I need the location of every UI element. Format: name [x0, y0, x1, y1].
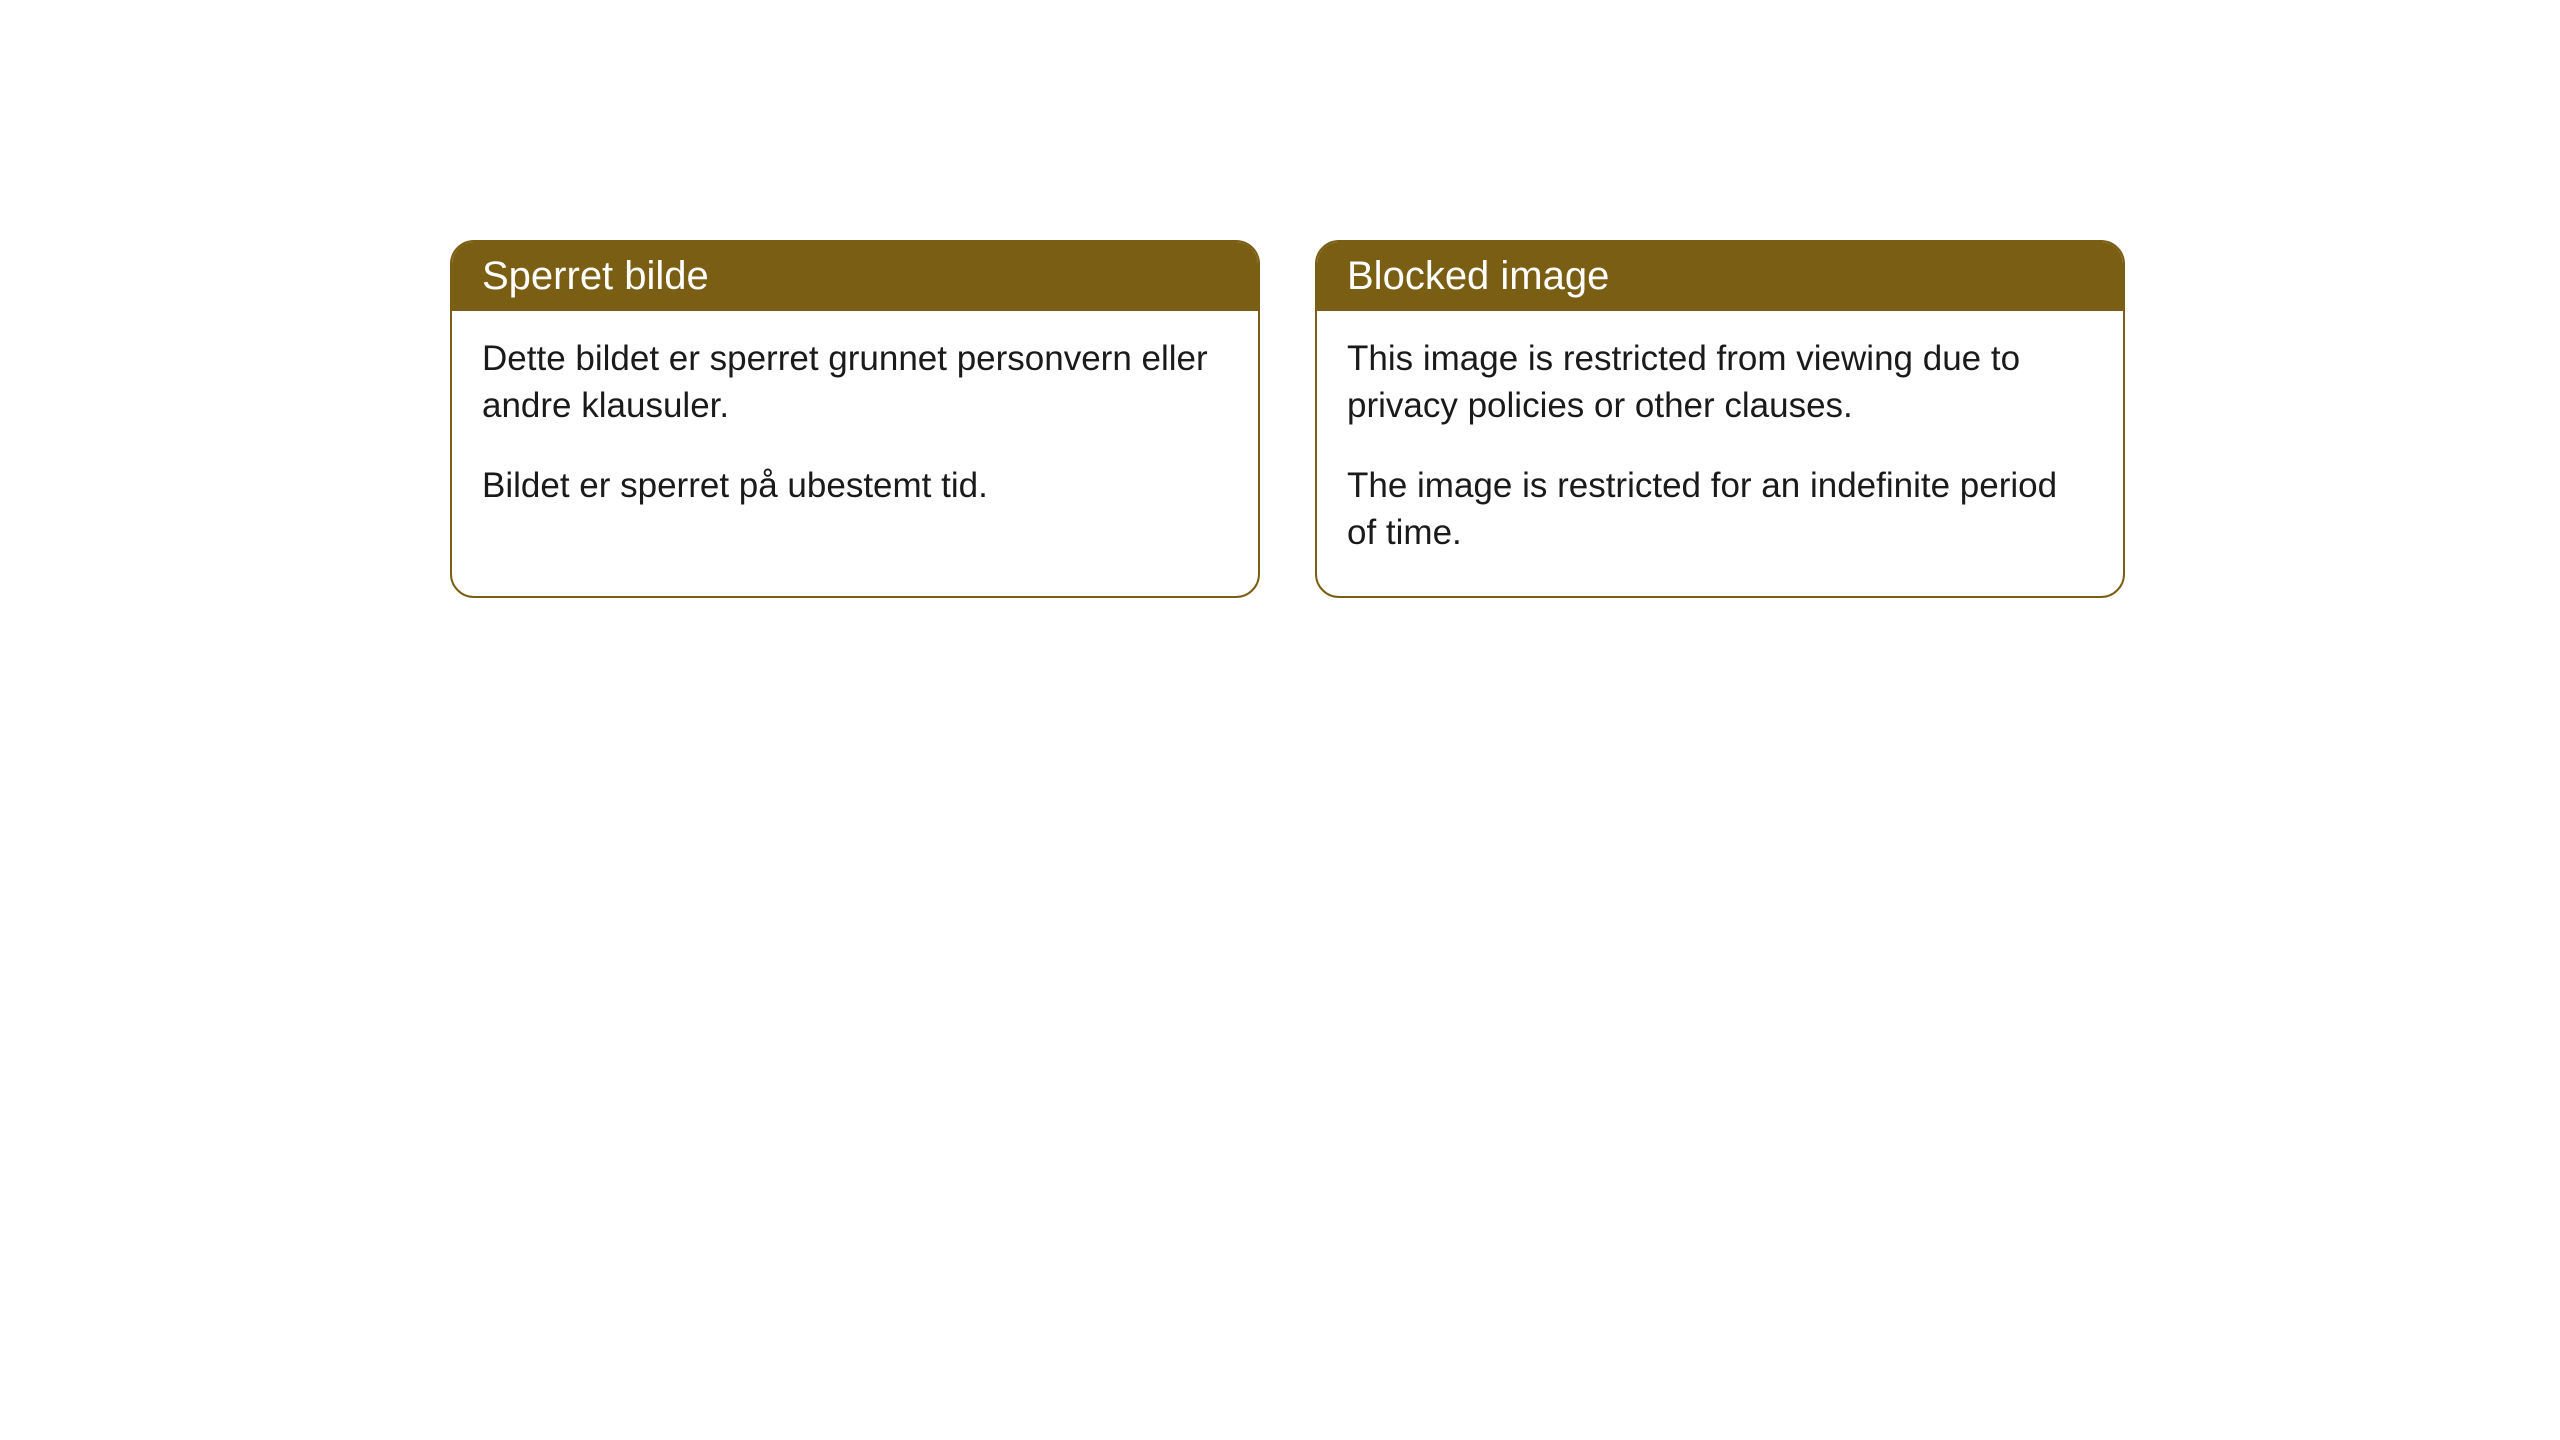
- notice-body: This image is restricted from viewing du…: [1317, 311, 2123, 596]
- notice-title: Sperret bilde: [482, 254, 709, 298]
- notice-paragraph: This image is restricted from viewing du…: [1347, 335, 2093, 430]
- notice-paragraph: The image is restricted for an indefinit…: [1347, 462, 2093, 557]
- notice-header: Sperret bilde: [452, 242, 1258, 311]
- notice-paragraph: Dette bildet er sperret grunnet personve…: [482, 335, 1228, 430]
- notice-header: Blocked image: [1317, 242, 2123, 311]
- notice-paragraph: Bildet er sperret på ubestemt tid.: [482, 462, 1228, 509]
- notice-cards-container: Sperret bilde Dette bildet er sperret gr…: [450, 240, 2125, 598]
- notice-card-english: Blocked image This image is restricted f…: [1315, 240, 2125, 598]
- notice-title: Blocked image: [1347, 254, 1609, 298]
- notice-body: Dette bildet er sperret grunnet personve…: [452, 311, 1258, 549]
- notice-card-norwegian: Sperret bilde Dette bildet er sperret gr…: [450, 240, 1260, 598]
